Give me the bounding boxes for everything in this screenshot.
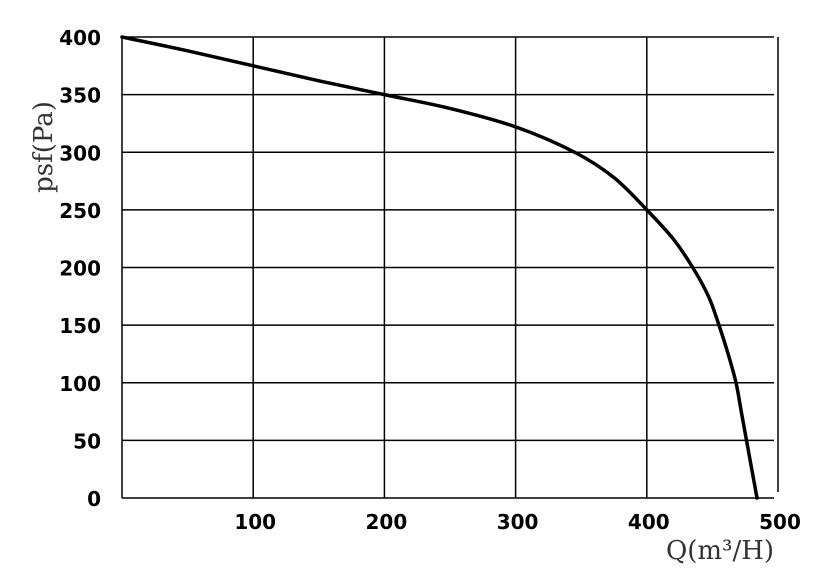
x-tick-label: 500	[759, 510, 801, 534]
data-line-fan-curve	[120, 35, 759, 500]
x-axis-ticks: 100 200 300 400 500	[234, 510, 801, 534]
y-axis-label: psf(Pa)	[29, 101, 59, 193]
y-tick-label: 350	[59, 84, 101, 108]
x-tick-label: 400	[628, 510, 670, 534]
y-tick-label: 300	[59, 141, 101, 165]
y-axis-ticks: 0 50 100 150 200 250 300 350 400	[59, 26, 101, 511]
y-tick-label: 0	[87, 487, 101, 511]
x-tick-label: 200	[366, 510, 408, 534]
y-tick-label: 200	[59, 257, 101, 281]
y-tick-label: 400	[59, 26, 101, 50]
y-tick-label: 100	[59, 372, 101, 396]
x-axis-label: Q(m³/H)	[666, 536, 774, 566]
y-tick-label: 50	[73, 429, 101, 453]
y-tick-label: 250	[59, 199, 101, 223]
grid-lines	[121, 36, 779, 499]
y-tick-label: 150	[59, 314, 101, 338]
x-tick-label: 300	[497, 510, 539, 534]
x-tick-label: 100	[234, 510, 276, 534]
